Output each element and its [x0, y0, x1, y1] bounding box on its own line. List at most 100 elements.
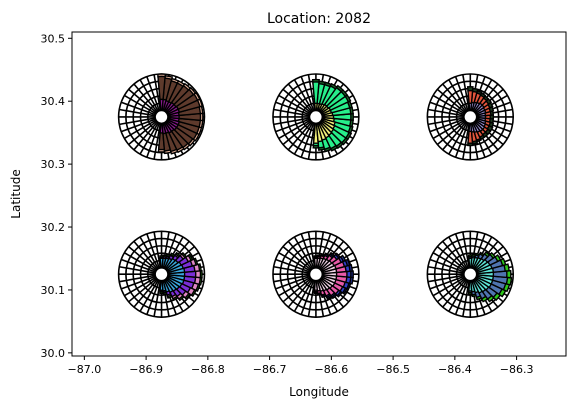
polar-spoke — [427, 265, 465, 274]
polar-spoke — [307, 123, 316, 160]
polar-center-hole — [308, 109, 324, 125]
polar-spoke — [278, 94, 311, 115]
polar-spoke — [275, 118, 311, 133]
polar-spoke — [454, 122, 469, 158]
glyph-2-layer-3-bar — [313, 102, 318, 112]
polar-spoke — [287, 240, 313, 270]
polar-center-hole — [154, 266, 169, 282]
polar-spoke — [123, 94, 157, 115]
chart-title: Location: 2082 — [267, 11, 371, 27]
polar-spoke — [273, 117, 310, 126]
polar-spoke — [278, 276, 311, 297]
polar-spoke — [278, 252, 311, 272]
y-axis-label: Latitude — [9, 169, 23, 218]
polar-spoke — [436, 277, 466, 303]
polar-spoke — [123, 252, 157, 272]
glyph-1-layer-3-bar — [159, 98, 164, 112]
polar-spoke — [128, 120, 158, 146]
polar-center-hole — [154, 109, 169, 125]
polar-spoke — [429, 101, 465, 116]
polar-spoke — [429, 258, 465, 273]
x-tick-label: −86.8 — [191, 363, 225, 376]
polar-glyph-layer — [117, 73, 515, 318]
y-axis: 30.0 30.1 30.2 30.3 30.4 30.5 — [41, 32, 72, 360]
y-tick-label: 30.1 — [41, 284, 66, 297]
polar-spoke — [123, 276, 157, 297]
polar-spoke — [146, 233, 161, 269]
polar-spoke — [429, 118, 465, 133]
polar-glyph-4 — [117, 230, 206, 318]
y-tick-label: 30.2 — [41, 221, 66, 234]
x-axis: −87.0 −86.9 −86.8 −86.7 −86.6 −86.5 −86.4 −86.3 — [67, 356, 533, 376]
polar-spoke — [307, 280, 316, 317]
polar-spoke — [442, 83, 467, 113]
polar-center-hole — [463, 109, 478, 125]
polar-spoke — [133, 278, 159, 308]
polar-spoke — [120, 275, 156, 290]
polar-spoke — [448, 122, 468, 155]
polar-spoke — [120, 118, 156, 133]
polar-spoke — [120, 258, 156, 273]
polar-spoke — [300, 76, 315, 112]
polar-spoke — [146, 122, 161, 158]
x-tick-label: −86.6 — [314, 363, 348, 376]
polar-spoke — [123, 119, 157, 140]
polar-spoke — [448, 279, 468, 312]
polar-spoke — [293, 236, 314, 270]
glyph-4-layer-4-bar — [159, 257, 164, 269]
polar-spoke — [307, 231, 316, 269]
polar-spoke — [432, 94, 466, 115]
x-tick-label: −86.3 — [500, 363, 534, 376]
polar-spoke — [454, 233, 469, 269]
polar-spoke — [273, 274, 310, 283]
polar-spoke — [293, 79, 314, 112]
polar-spoke — [275, 275, 311, 290]
glyph-3-layer-3-bar — [468, 102, 473, 112]
polar-spoke — [293, 279, 314, 312]
polar-spoke — [153, 123, 162, 160]
x-tick-label: −86.9 — [129, 363, 163, 376]
polar-spoke — [146, 279, 161, 315]
polar-spoke — [153, 280, 162, 317]
polar-spoke — [442, 278, 467, 308]
polar-spoke — [119, 108, 156, 117]
polar-spoke — [282, 277, 312, 303]
x-tick-label: −86.7 — [253, 363, 287, 376]
polar-spoke — [448, 236, 468, 270]
polar-glyph-3 — [426, 73, 515, 161]
polar-spoke — [275, 101, 311, 116]
polar-spoke — [300, 279, 315, 315]
polar-spoke — [139, 79, 160, 112]
polar-spoke — [278, 119, 311, 140]
polar-spoke — [119, 117, 156, 126]
polar-spoke — [307, 74, 316, 111]
polar-spoke — [119, 265, 156, 274]
polar-spoke — [432, 276, 466, 297]
polar-spoke — [300, 233, 315, 269]
polar-spoke — [442, 240, 467, 270]
polar-spoke — [448, 79, 468, 112]
polar-spoke — [300, 122, 315, 158]
polar-spoke — [287, 83, 313, 113]
polar-glyph-6 — [426, 230, 515, 318]
polar-spoke — [273, 265, 310, 274]
polar-spoke — [273, 108, 310, 117]
polar-spoke — [282, 120, 312, 146]
y-tick-label: 30.4 — [41, 95, 66, 108]
y-tick-label: 30.3 — [41, 158, 66, 171]
polar-spoke — [282, 246, 312, 271]
polar-spoke — [462, 231, 470, 269]
y-tick-label: 30.0 — [41, 347, 66, 360]
polar-center-hole — [308, 266, 324, 282]
polar-glyph-1 — [117, 73, 206, 161]
polar-spoke — [128, 88, 158, 114]
polar-center-hole — [463, 266, 478, 282]
glyph-5-layer-4-bar — [313, 257, 319, 269]
y-tick-label: 30.5 — [41, 32, 66, 45]
polar-spoke — [462, 74, 470, 111]
polar-spoke — [462, 123, 470, 160]
polar-glyph-2 — [272, 73, 360, 161]
polar-spoke — [139, 236, 160, 270]
polar-spoke — [133, 83, 159, 113]
polar-spoke — [119, 274, 156, 283]
